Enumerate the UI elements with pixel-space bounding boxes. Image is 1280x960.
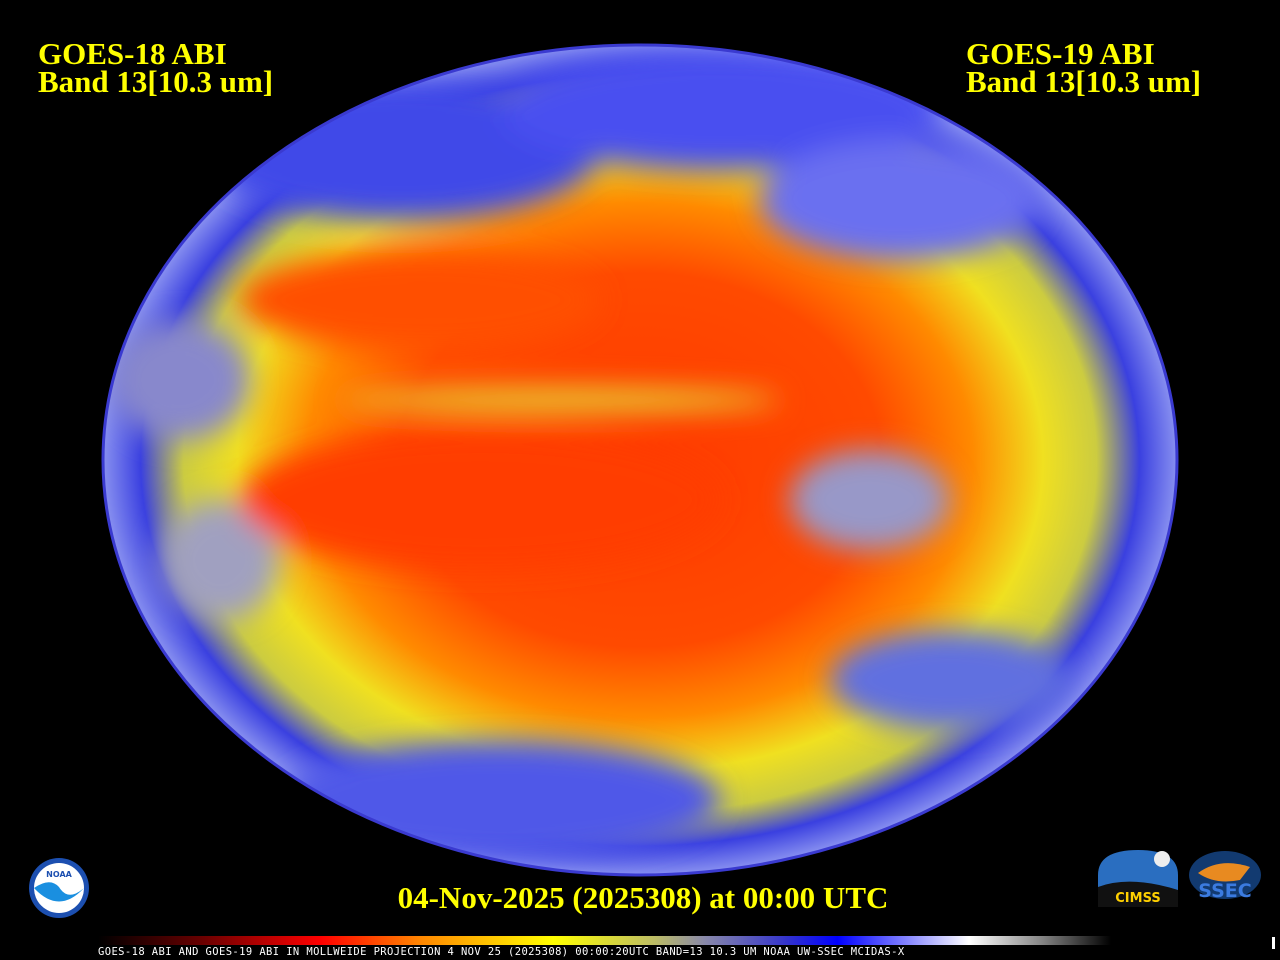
cloud-australia	[160, 500, 280, 620]
warm-south-pacific	[240, 430, 720, 570]
color-bar-marker	[1272, 937, 1275, 949]
cloud-south-atlantic	[830, 630, 1070, 730]
noaa-logo-text: NOAA	[46, 870, 72, 879]
cloud-north-atlantic	[760, 140, 1040, 260]
cimss-logo: CIMSS	[1098, 850, 1178, 907]
cloud-north-america	[500, 50, 940, 170]
noaa-logo: NOAA	[29, 858, 89, 918]
left-satellite-name: GOES-18 ABI	[38, 36, 227, 71]
cloud-south-pacific	[280, 740, 720, 860]
right-band-label: Band 13[10.3 um]	[966, 64, 1202, 99]
warm-north-pacific	[240, 250, 600, 350]
temperature-color-bar	[98, 936, 1111, 945]
cimss-ssec-logos: CIMSS SSEC	[1098, 850, 1261, 907]
ssec-logo: SSEC	[1189, 851, 1261, 902]
cloud-west-pacific	[110, 320, 250, 440]
cloud-amazon	[790, 450, 950, 550]
date-label: 04-Nov-2025 (2025308) at 00:00 UTC	[397, 880, 889, 915]
left-satellite-title: GOES-18 ABI Band 13[10.3 um]	[38, 36, 274, 99]
left-band-label: Band 13[10.3 um]	[38, 64, 274, 99]
cloud-itcz	[340, 388, 780, 412]
image-caption: GOES-18 ABI AND GOES-19 ABI IN MOLLWEIDE…	[98, 946, 905, 958]
right-satellite-name: GOES-19 ABI	[966, 36, 1155, 71]
ssec-logo-text: SSEC	[1198, 880, 1251, 902]
right-satellite-title: GOES-19 ABI Band 13[10.3 um]	[966, 36, 1202, 99]
cimss-logo-text: CIMSS	[1115, 891, 1160, 906]
